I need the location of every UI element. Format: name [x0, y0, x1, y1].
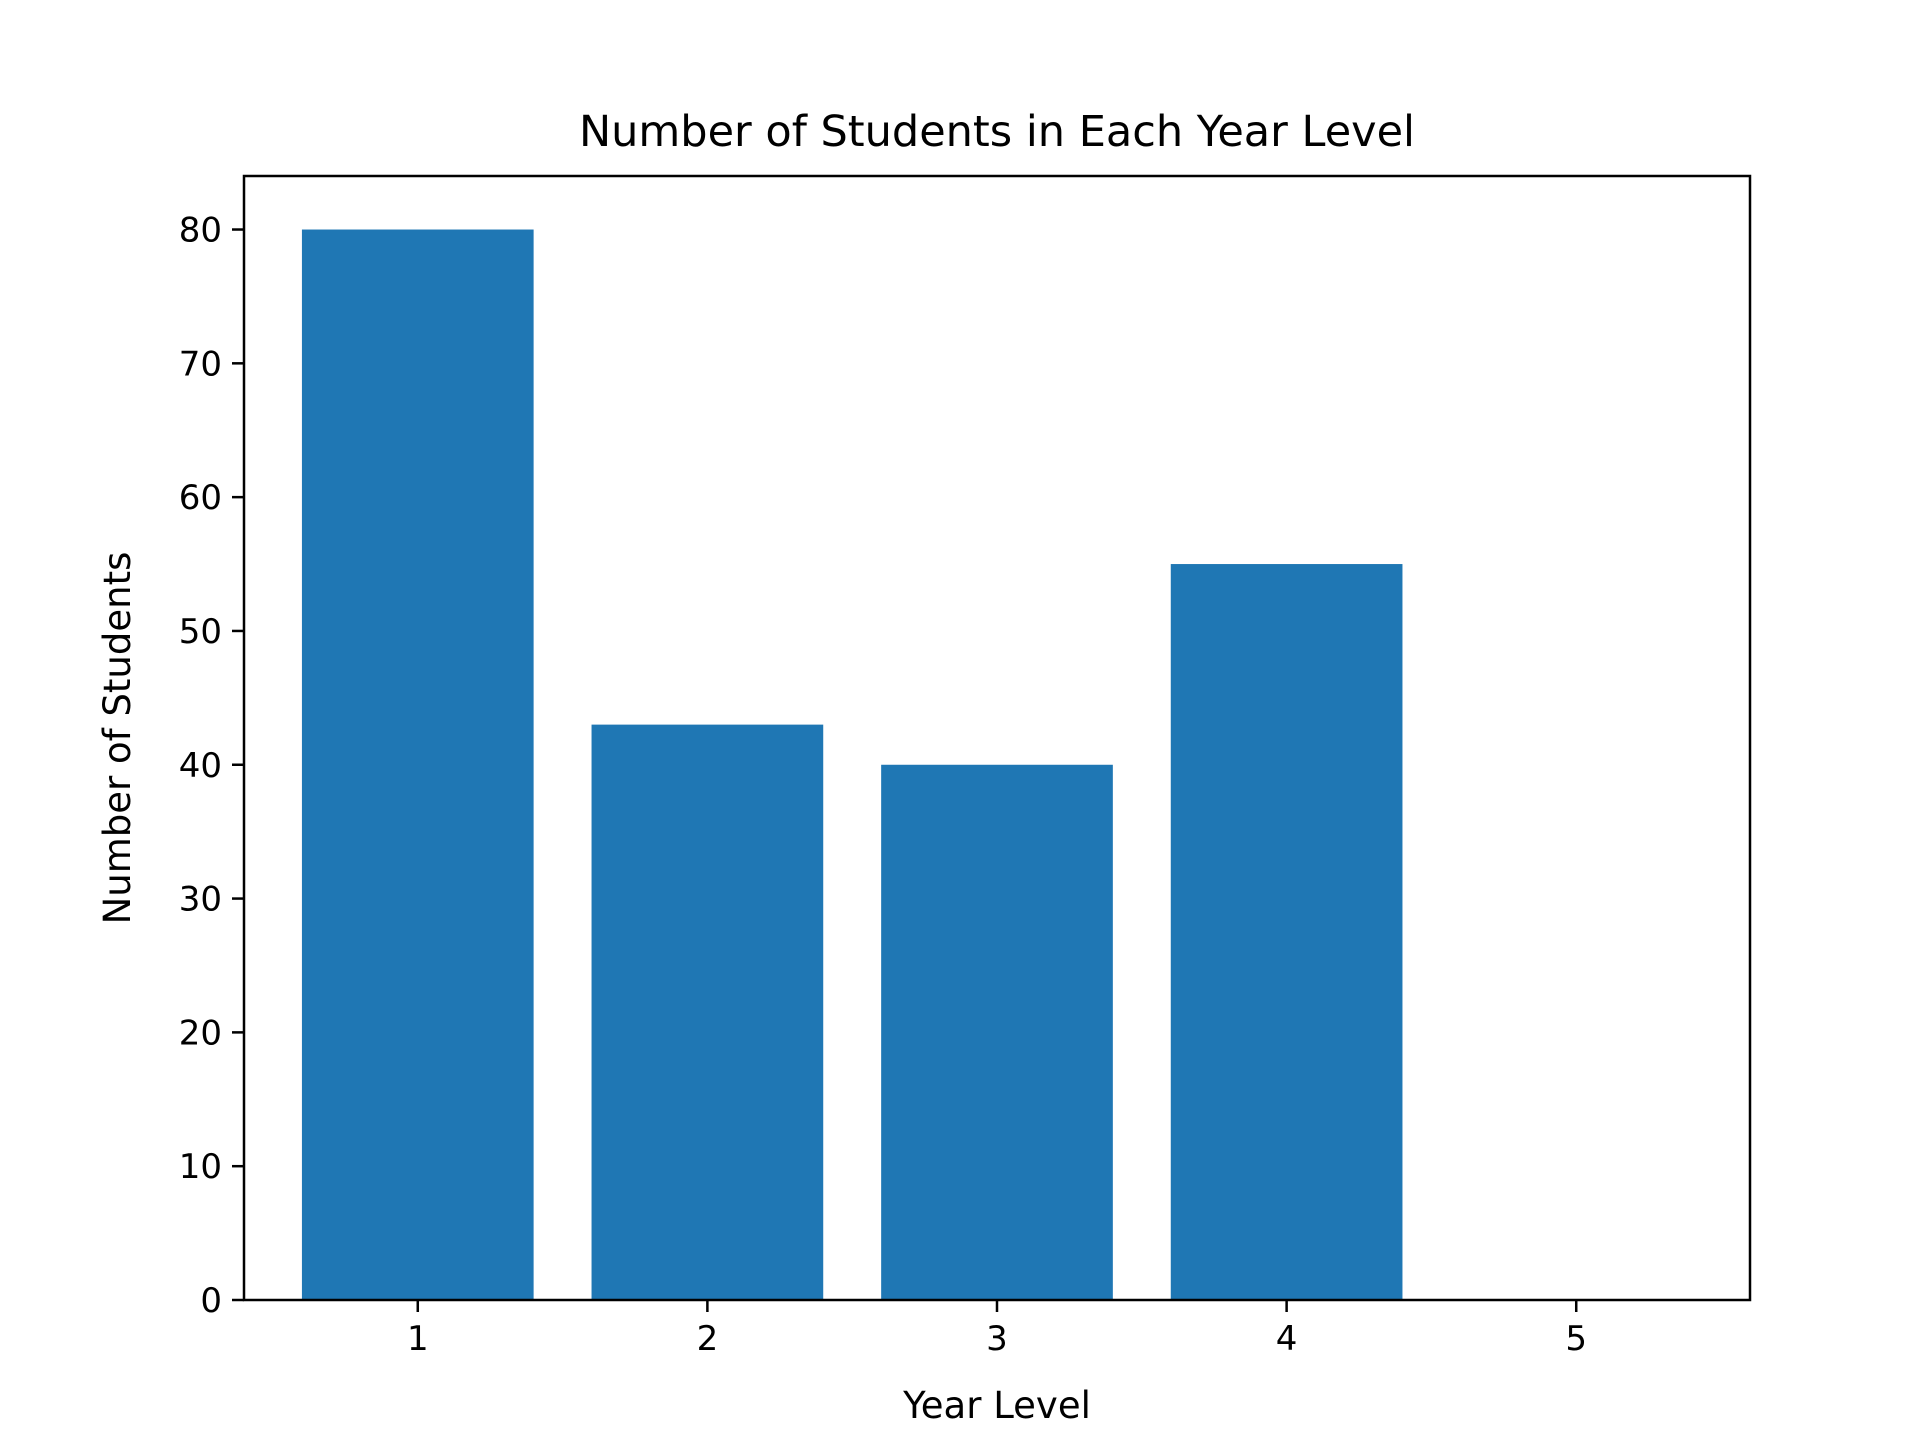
chart-title: Number of Students in Each Year Level: [579, 107, 1415, 157]
bar-3: [881, 764, 1113, 1300]
bar-4: [1170, 564, 1403, 1300]
y-axis-label: Number of Students: [96, 552, 139, 925]
x-tick-label: 5: [1565, 1319, 1587, 1359]
x-tick-label: 4: [1276, 1319, 1298, 1359]
x-axis-ticks: 1 2 3 4 5: [407, 1300, 1587, 1359]
x-tick-label: 1: [407, 1319, 429, 1359]
y-tick-label: 0: [200, 1281, 222, 1321]
y-tick-label: 50: [179, 612, 222, 652]
x-tick-label: 2: [697, 1319, 719, 1359]
y-tick-label: 10: [179, 1147, 222, 1187]
y-tick-label: 80: [179, 211, 222, 251]
y-axis-ticks: 0 10 20 30 40 50 60 70 80: [179, 211, 244, 1321]
bars-group: [301, 229, 1403, 1300]
x-tick-label: 3: [986, 1319, 1008, 1359]
x-axis-label: Year Level: [902, 1384, 1091, 1427]
y-tick-label: 20: [179, 1013, 222, 1053]
bar-1: [301, 229, 534, 1300]
bar-2: [591, 724, 824, 1300]
y-tick-label: 70: [179, 344, 222, 384]
plot-frame: [242, 174, 1752, 1302]
y-tick-label: 40: [179, 746, 222, 786]
y-tick-label: 60: [179, 478, 222, 518]
y-tick-label: 30: [179, 880, 222, 920]
